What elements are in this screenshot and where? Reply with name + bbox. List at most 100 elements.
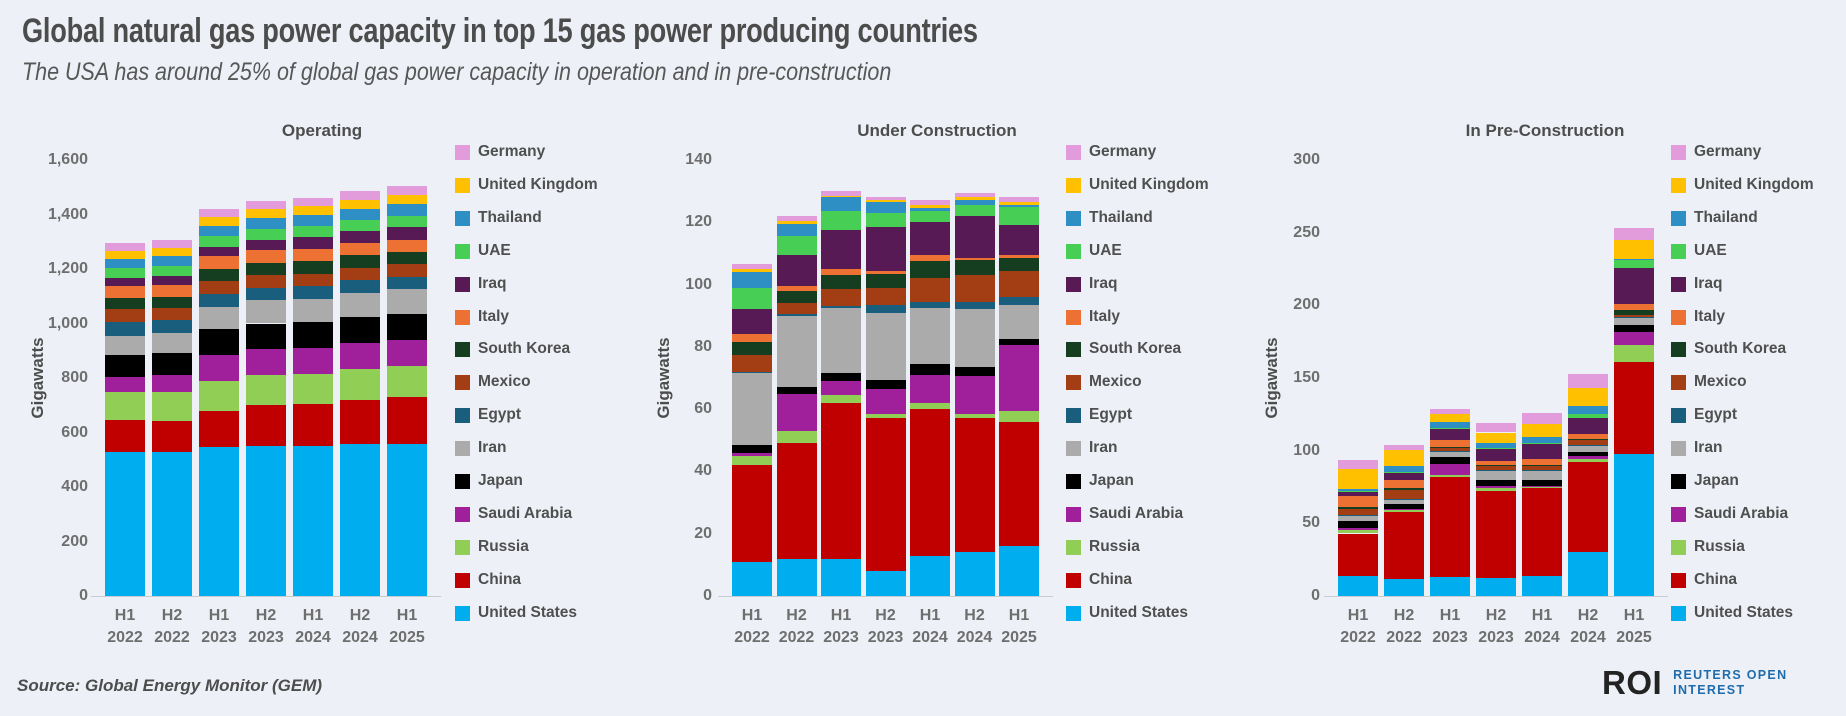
bar-segment-united-kingdom [387, 195, 427, 205]
bar-segment-south-korea [1568, 439, 1608, 440]
bar-segment-germany [999, 197, 1039, 203]
bar-segment-south-korea [999, 258, 1039, 271]
legend-chip-united-states [1066, 605, 1081, 621]
x-axis-line [718, 596, 1053, 597]
legend-chip-uae [1671, 243, 1686, 259]
bar-segment-united-states [1522, 575, 1562, 596]
bar-segment-china [1614, 362, 1654, 454]
bar-segment-germany [1384, 444, 1424, 450]
bar-segment-china [865, 418, 906, 572]
bar-segment-germany [340, 191, 380, 201]
bar-segment-south-korea [865, 273, 906, 288]
bar-segment-iraq [152, 276, 192, 285]
bar-segment-united-kingdom [732, 269, 772, 273]
y-tick-label: 250 [1293, 223, 1320, 241]
x-tick-line: H1 [1008, 607, 1030, 624]
bar-segment-china [910, 409, 950, 556]
legend-chip-south-korea [1066, 342, 1081, 358]
bar-segment-thailand [1430, 421, 1470, 429]
x-tick-label: H1 2024 [1510, 605, 1574, 649]
legend-label: Saudi Arabia [1089, 504, 1184, 522]
legend-label: South Korea [1089, 340, 1182, 358]
bar-segment-saudi-arabia [954, 376, 995, 414]
x-tick-line: H2 [964, 607, 985, 624]
bar-segment-united-states [1568, 552, 1608, 596]
x-tick-label: H2 2022 [765, 605, 829, 649]
legend-label: UAE [478, 241, 511, 259]
bar-segment-united-states [340, 444, 380, 596]
bar-segment-germany [1338, 460, 1378, 469]
bar-segment-thailand [910, 208, 950, 212]
bar-segment-italy [999, 254, 1039, 259]
legend-label: South Korea [478, 340, 571, 358]
y-tick-label: 100 [685, 275, 712, 293]
bar-segment-iran [340, 292, 380, 317]
bar-segment-russia [732, 455, 772, 466]
bar-segment-russia [954, 413, 995, 419]
bar-segment-united-kingdom [865, 200, 906, 203]
bar-segment-mexico [105, 309, 145, 322]
legend-label: Iraq [1089, 274, 1118, 292]
bar-segment-uae [293, 225, 333, 238]
bar-segment-egypt [340, 280, 380, 293]
bar-segment-egypt [1384, 499, 1424, 501]
bar-segment-united-kingdom [910, 205, 950, 209]
legend-label: United Kingdom [1694, 175, 1814, 193]
bar-segment-iraq [999, 225, 1039, 255]
legend-chip-japan [1066, 474, 1081, 489]
bar-segment-mexico [1522, 465, 1562, 470]
bar-segment-saudi-arabia [1522, 485, 1562, 487]
legend-chip-south-korea [455, 342, 470, 358]
x-tick-line: H1 [1623, 607, 1645, 624]
bar-segment-iraq [1338, 492, 1378, 496]
legend-label: Thailand [1089, 208, 1153, 226]
bar-segment-egypt [152, 320, 192, 334]
bar-segment-germany [1430, 408, 1470, 414]
bar-segment-south-korea [954, 259, 995, 276]
x-tick-line: 2023 [1478, 629, 1514, 646]
legend-chip-japan [455, 474, 470, 489]
bar-segment-united-kingdom [1522, 423, 1562, 437]
x-tick-line: H1 [1347, 607, 1369, 624]
legend-label: Egypt [478, 406, 522, 424]
bar-segment-russia [910, 402, 950, 410]
bar-segment-united-kingdom [340, 200, 380, 210]
bar-segment-south-korea [1384, 487, 1424, 490]
bar-segment-south-korea [387, 252, 427, 265]
bar-segment-thailand [340, 209, 380, 220]
bar-segment-iran [293, 298, 333, 323]
y-tick-label: 0 [1311, 587, 1320, 604]
bar-segment-south-korea [1476, 465, 1516, 466]
x-tick-line: H1 [396, 607, 418, 624]
bar-segment-russia [999, 410, 1039, 422]
bar-segment-united-kingdom [954, 197, 995, 201]
bar-segment-egypt [1430, 450, 1470, 452]
legend-chip-mexico [455, 375, 470, 391]
bar-segment-united-states [1614, 453, 1654, 596]
legend-chip-germany [455, 145, 470, 160]
roi-logo-line2: INTEREST [1673, 683, 1746, 697]
bar-segment-south-korea [246, 263, 286, 276]
x-tick-label: H2 2023 [854, 605, 918, 649]
bar-segment-mexico [1568, 439, 1608, 445]
legend-label: United Kingdom [478, 175, 598, 193]
bar-segment-germany [246, 200, 286, 210]
bar-segment-united-kingdom [999, 202, 1039, 206]
bar-segment-italy [732, 334, 772, 343]
legend-chip-united-states [455, 605, 470, 621]
y-tick-label: 1,200 [47, 260, 88, 277]
legend-chip-uae [455, 243, 470, 259]
bar-segment-uae [865, 212, 906, 227]
bar-segment-china [1338, 533, 1378, 576]
bar-segment-south-korea [910, 261, 950, 279]
legend-chip-saudi-arabia [455, 506, 470, 522]
legend-label: Mexico [1694, 373, 1747, 391]
bar-segment-iran [821, 307, 861, 374]
bar-segment-mexico [865, 287, 906, 305]
legend-label: Italy [478, 307, 510, 325]
legend-label: Japan [1694, 472, 1739, 489]
legend-chip-thailand [1066, 210, 1081, 226]
bar-segment-iran [954, 309, 995, 368]
legend-label: United States [478, 603, 578, 621]
bar-segment-china [105, 419, 145, 453]
